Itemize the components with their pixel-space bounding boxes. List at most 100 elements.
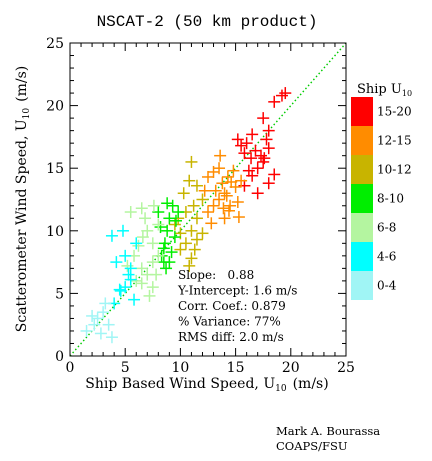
data-point [146,237,159,250]
data-point [260,133,273,146]
data-point [238,147,251,160]
legend-label: 4-6 [377,250,396,264]
data-point [183,174,196,187]
x-tick-label: 15 [227,360,245,376]
data-point [279,87,292,100]
data-point [224,199,237,212]
data-point [158,237,171,250]
data-point [251,162,264,175]
legend-title-text: Ship U [357,82,402,97]
y-tick-label: 0 [55,349,64,365]
data-point [235,139,248,152]
data-point [160,262,173,275]
data-point [202,206,214,219]
data-point [116,224,129,237]
data-point [154,221,167,234]
stat-line: % Variance: 77% [178,315,281,329]
data-point [122,268,135,281]
data-point [232,211,245,224]
legend-label: 6-8 [377,221,396,235]
data-point [177,187,190,200]
data-point [213,162,226,175]
data-point [220,189,233,202]
data-point [240,137,253,150]
x-tick-label: 10 [171,360,189,376]
data-point [172,206,185,219]
data-point [251,187,264,200]
data-point [152,206,165,219]
data-point [113,283,126,296]
data-point [218,187,231,200]
data-point [205,217,218,230]
data-point [124,262,137,275]
data-point [196,193,209,206]
data-point [198,184,211,197]
data-point [246,128,259,141]
data-point [135,262,148,275]
data-point [258,152,271,165]
data-point [214,149,227,162]
data-point [242,164,255,177]
data-point [262,124,275,137]
data-point [157,242,170,255]
data-point [152,218,165,231]
legend-swatch [351,155,373,184]
data-point [188,243,201,256]
data-point [135,202,148,215]
x-tick-label: 5 [121,360,130,376]
data-point [202,170,214,183]
legend-label: 10-12 [377,163,412,177]
x-tick-label: 20 [282,360,300,376]
data-point [187,199,200,212]
data-point [235,174,248,187]
data-point [124,273,137,286]
data-point [275,89,288,102]
data-point [163,256,176,269]
x-axis-label: Ship Based Wind Speed, U10 (m/s) [85,376,328,394]
legend-swatch [351,126,373,155]
data-point [119,249,132,262]
y-tick-label: 20 [46,99,64,115]
data-point [268,95,281,108]
data-point [254,149,267,162]
data-point [217,202,230,215]
legend-label: 8-10 [377,192,404,206]
data-point [190,179,203,192]
stat-line: Y-Intercept: 1.6 m/s [177,284,297,298]
legend-swatch [351,184,373,213]
data-point [135,277,148,290]
scatter-marks [69,42,347,357]
data-point [150,268,163,281]
y-tick-label: 10 [46,224,64,240]
data-point [169,214,182,227]
data-point [130,237,143,250]
data-point [165,246,178,259]
y-axis-label-text: Scatterometer Wind Speed, U [14,119,30,332]
data-point [196,227,209,240]
data-point [86,309,99,322]
data-point [147,199,160,212]
y-tick-label: 15 [46,161,64,177]
data-point [91,312,104,325]
data-point [114,284,127,297]
data-point [168,231,181,244]
data-point [207,199,220,212]
data-point [262,142,275,155]
axes: 0 5 10 15 20 25 0 5 10 15 20 25 [46,36,355,376]
x-axis-label-subscript: 10 [275,384,287,394]
data-point [218,212,231,225]
data-point [179,237,192,250]
data-point [99,297,112,310]
data-point [80,324,93,337]
data-point [190,233,203,246]
data-point [105,229,118,242]
data-point [163,212,176,225]
x-tick-label: 0 [66,360,75,376]
data-point [146,256,159,269]
data-point [136,231,149,244]
data-point [246,169,259,182]
data-point [231,196,244,209]
data-point [110,256,123,269]
